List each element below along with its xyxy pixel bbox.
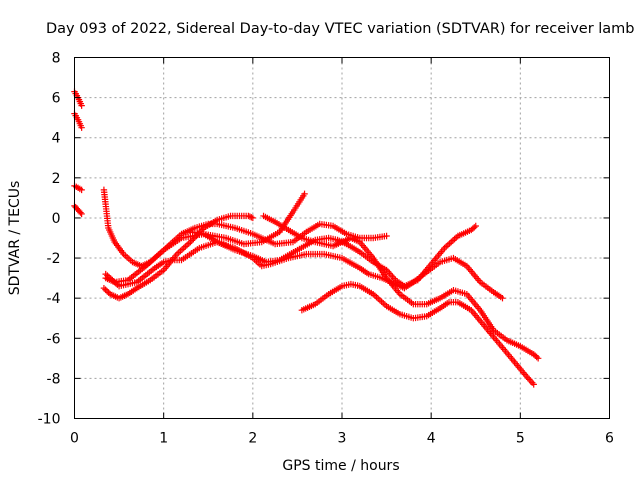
data-point	[383, 232, 390, 240]
x-tick-label: 1	[159, 431, 168, 447]
x-tick-label: 0	[70, 431, 79, 447]
data-point	[248, 214, 255, 221]
data-point	[533, 353, 540, 361]
series-layer	[71, 88, 542, 388]
data-point	[530, 381, 537, 388]
x-tick-label: 3	[338, 431, 347, 447]
data-point	[103, 287, 111, 295]
data-point	[77, 209, 84, 216]
y-tick-label: 6	[52, 91, 61, 107]
y-tick-label: 2	[52, 171, 61, 187]
data-point	[472, 222, 479, 230]
y-tick-label: 4	[52, 131, 61, 147]
data-point	[249, 214, 257, 222]
grid-layer	[74, 57, 610, 419]
x-tick-label: 6	[605, 431, 614, 447]
y-tick-label: 8	[52, 51, 61, 67]
series-arc-d	[71, 202, 85, 218]
data-point	[246, 213, 254, 220]
chart-title: Day 093 of 2022, Sidereal Day-to-day VTE…	[46, 21, 635, 37]
x-tick-label: 2	[248, 431, 257, 447]
series-arc-a	[71, 88, 85, 109]
data-point	[188, 237, 196, 244]
data-point	[78, 210, 85, 218]
data-point	[78, 124, 85, 131]
x-tick-labels: 0 1 2 3 4 5 6	[70, 431, 614, 447]
data-point	[245, 212, 252, 220]
y-tick-label: -4	[47, 291, 61, 307]
data-point	[102, 286, 109, 293]
series-arc-c	[71, 182, 85, 194]
series-arc-j	[260, 212, 542, 362]
series-arc-b	[71, 110, 85, 131]
data-point	[534, 355, 542, 362]
data-point	[100, 284, 108, 292]
data-point	[471, 224, 478, 231]
y-tick-label: -10	[38, 412, 61, 428]
x-tick-label: 5	[516, 431, 525, 447]
x-tick-label: 4	[427, 431, 436, 447]
y-axis-label: SDTVAR / TECUs	[7, 181, 23, 296]
y-tick-labels: -10 -8 -6 -4 -2 0 2 4 6 8	[38, 51, 61, 428]
x-axis-label: GPS time / hours	[282, 458, 399, 474]
tick-layer	[74, 57, 610, 419]
data-point	[301, 190, 308, 198]
data-point	[78, 102, 85, 109]
y-tick-label: 0	[52, 211, 61, 227]
series-arc-k	[298, 280, 537, 388]
data-point	[499, 294, 506, 302]
y-tick-label: -2	[47, 251, 61, 267]
data-point	[78, 186, 85, 194]
y-tick-label: -6	[47, 331, 61, 347]
y-tick-label: -8	[47, 371, 61, 387]
series-arc-g	[100, 212, 257, 302]
